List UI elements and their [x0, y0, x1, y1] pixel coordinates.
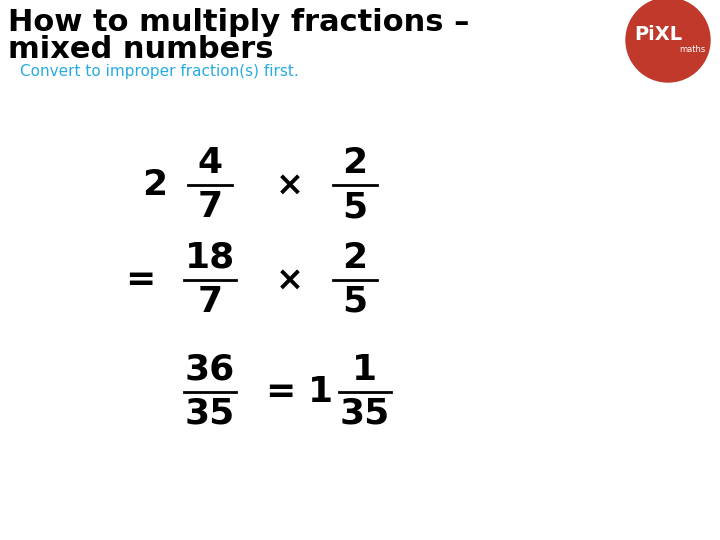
- Text: maths: maths: [679, 45, 705, 55]
- Text: 5: 5: [343, 190, 368, 224]
- Text: How to multiply fractions –: How to multiply fractions –: [8, 8, 469, 37]
- Text: 35: 35: [340, 397, 390, 431]
- Circle shape: [626, 0, 710, 82]
- Text: 5: 5: [343, 285, 368, 319]
- Text: Convert to improper fraction(s) first.: Convert to improper fraction(s) first.: [20, 64, 299, 79]
- Text: ×: ×: [276, 264, 304, 296]
- Text: PiXL: PiXL: [634, 25, 682, 44]
- Text: mixed numbers: mixed numbers: [8, 35, 274, 64]
- Text: 35: 35: [185, 397, 235, 431]
- Text: 4: 4: [197, 146, 222, 180]
- Text: 1: 1: [352, 353, 377, 387]
- Text: 2: 2: [343, 241, 368, 275]
- Text: 7: 7: [197, 190, 222, 224]
- Text: 1: 1: [307, 375, 333, 409]
- Text: 36: 36: [185, 353, 235, 387]
- Text: 2: 2: [143, 168, 168, 202]
- Text: =: =: [125, 263, 156, 297]
- Text: 2: 2: [343, 146, 368, 180]
- Text: ×: ×: [276, 168, 304, 201]
- Text: 18: 18: [185, 241, 235, 275]
- Text: 7: 7: [197, 285, 222, 319]
- Text: =: =: [265, 375, 295, 409]
